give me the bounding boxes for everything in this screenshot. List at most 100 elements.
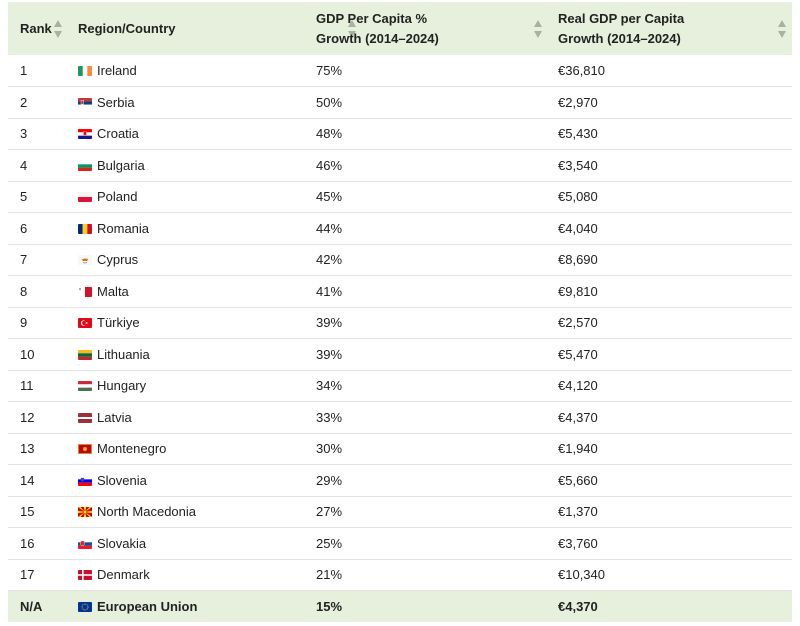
gdp-growth-table-container: Rank Region/Country GDP Per Capita % Gro… [8,2,792,622]
country-name: Latvia [97,409,132,425]
region-cell: Slovakia [66,528,304,560]
growth-cell: 41% [316,283,343,299]
region-cell: Cyprus [66,244,304,276]
gdp-header-line2: Growth (2014–2024) [558,30,681,46]
region-cell: Türkiye [66,307,304,339]
country-name: Montenegro [97,441,167,457]
country-name: Türkiye [97,315,140,331]
table-row: 5 Poland 45% €5,080 [8,181,792,213]
growth-cell: 50% [316,94,343,110]
serbia-flag-icon [78,97,92,108]
growth-header-line1: GDP Per Capita % [316,10,428,26]
table-row: 9 Türkiye 39% €2,570 [8,307,792,339]
region-cell: Hungary [66,370,304,402]
sort-rank-icon[interactable] [53,19,63,38]
region-cell: Romania [66,213,304,245]
growth-header-line2: Growth (2014–2024) [316,30,439,46]
rank-cell: 7 [20,252,28,268]
rank-cell: 12 [20,409,35,425]
growth-cell: 15% [316,599,343,614]
rank-cell: 4 [20,157,28,173]
country-name: Poland [97,189,138,205]
ireland-flag-icon [78,66,92,76]
region-cell: Ireland [66,55,304,87]
region-cell: Slovenia [66,465,304,497]
gdp-cell: €2,570 [558,315,598,331]
table-body: 1 Ireland 75% €36,810 2 Serbia 50% €2,970 3 Croat… [8,55,792,622]
country-name: Bulgaria [97,157,145,173]
growth-cell: 39% [316,315,343,331]
region-cell: Denmark [66,559,304,591]
table-row: 14 Slovenia 29% €5,660 [8,465,792,497]
growth-cell: 46% [316,157,343,173]
poland-flag-icon [78,192,92,203]
lithuania-flag-icon [78,349,92,360]
table-row: 8 Malta 41% €9,810 [8,276,792,308]
region-header-label: Region/Country [78,20,176,36]
latvia-flag-icon [78,412,92,423]
rank-cell: 8 [20,283,28,299]
growth-cell: 48% [316,126,343,142]
rank-cell: 17 [20,567,35,583]
sort-growth-icon[interactable] [533,19,543,38]
sort-gdp-icon[interactable] [777,19,787,38]
montenegro-flag-icon [78,444,92,455]
rank-column-header[interactable]: Rank [8,2,66,55]
gdp-cell: €5,660 [558,472,598,488]
country-name: Cyprus [97,252,139,268]
growth-cell: 25% [316,535,343,551]
rank-cell: 9 [20,315,28,331]
growth-column-header[interactable]: GDP Per Capita % Growth (2014–2024) [304,2,546,55]
region-cell: Croatia [66,118,304,150]
region-cell: Lithuania [66,339,304,371]
country-name: Hungary [97,378,147,394]
turkiye-flag-icon [78,318,92,329]
growth-cell: 45% [316,189,343,205]
rank-cell: 10 [20,346,35,362]
country-name: Slovenia [97,472,147,488]
table-header: Rank Region/Country GDP Per Capita % Gro… [8,2,792,55]
region-column-header[interactable]: Region/Country [66,2,356,55]
rank-cell: 1 [20,63,28,78]
croatia-flag-icon [78,129,92,140]
growth-cell: 75% [316,63,343,78]
rank-header-label: Rank [20,20,52,36]
header-row: Rank Region/Country GDP Per Capita % Gro… [8,2,792,55]
romania-flag-icon [78,223,92,234]
rank-cell: 14 [20,472,35,488]
country-name: Ireland [97,63,137,78]
country-name: North Macedonia [97,504,196,520]
country-name: Malta [97,283,129,299]
gdp-header-line1: Real GDP per Capita [558,10,685,26]
rank-cell: 2 [20,94,28,110]
gdp-cell: €4,120 [558,378,598,394]
rank-cell: 5 [20,189,28,205]
country-name: Serbia [97,94,135,110]
country-name: Croatia [97,126,139,142]
region-cell: Latvia [66,402,304,434]
hungary-flag-icon [78,381,92,392]
region-cell: Poland [66,181,304,213]
gdp-cell: €4,040 [558,220,598,236]
gdp-column-header[interactable]: Real GDP per Capita Growth (2014–2024) [546,2,792,55]
rank-cell: N/A [20,599,43,614]
gdp-growth-table: Rank Region/Country GDP Per Capita % Gro… [8,2,792,622]
region-cell: Malta [66,276,304,308]
sort-region-icon[interactable] [347,19,357,38]
gdp-cell: €8,690 [558,252,598,268]
gdp-cell: €4,370 [558,599,598,614]
rank-cell: 11 [20,378,34,394]
table-row: 7 Cyprus 42% €8,690 [8,244,792,276]
region-cell: North Macedonia [66,496,304,528]
region-cell: European Union [66,591,304,623]
growth-cell: 29% [316,472,343,488]
table-row: 10 Lithuania 39% €5,470 [8,339,792,371]
gdp-cell: €3,760 [558,535,598,551]
table-row: 4 Bulgaria 46% €3,540 [8,150,792,181]
growth-cell: 34% [316,378,343,394]
table-row: 15 North Macedonia 27% €1,370 [8,496,792,528]
denmark-flag-icon [78,570,92,581]
country-name: Lithuania [97,346,150,362]
slovakia-flag-icon [78,538,92,549]
growth-cell: 30% [316,441,343,457]
